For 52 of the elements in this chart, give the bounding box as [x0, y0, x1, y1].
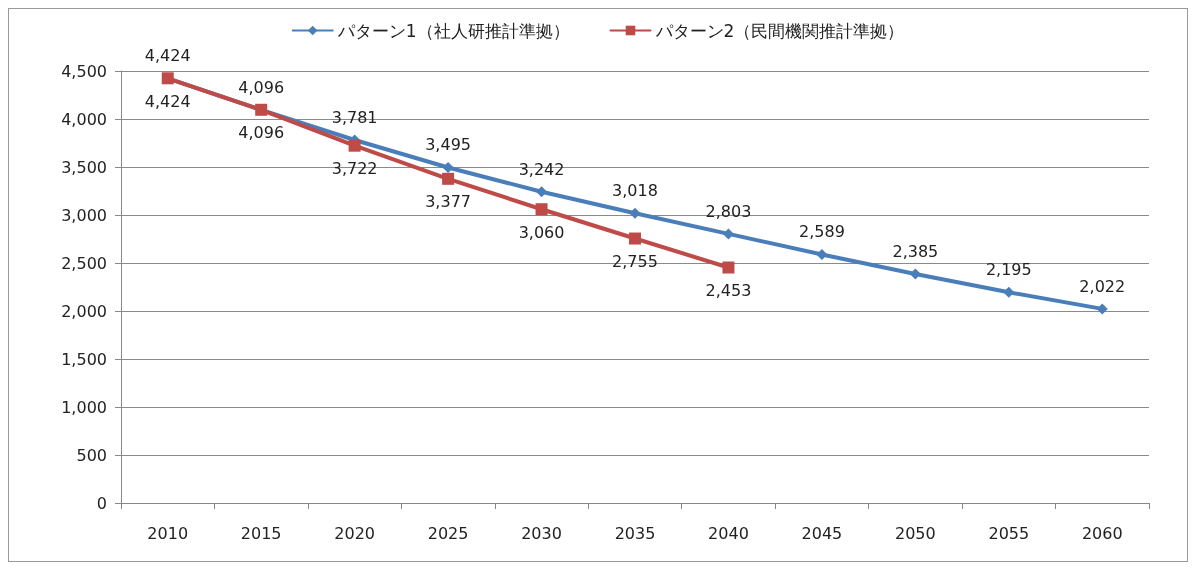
point [1003, 286, 1015, 298]
x-tick-label: 2055 [988, 523, 1030, 543]
data-label: 2,453 [705, 281, 752, 301]
data-label: 4,096 [238, 123, 285, 143]
legend-label: パターン2（民間機関推計準拠） [654, 20, 905, 41]
point [442, 161, 454, 173]
point [536, 186, 548, 198]
y-tick-label: 2,500 [61, 253, 107, 273]
data-label: 2,589 [799, 222, 845, 242]
x-tick-label: 2035 [614, 523, 656, 543]
y-tick-label: 500 [76, 445, 107, 465]
data-label: 2,195 [985, 260, 1032, 280]
x-tick-label: 2060 [1081, 523, 1123, 543]
data-label: 3,722 [331, 159, 378, 179]
data-label: 2,022 [1079, 276, 1126, 296]
x-tick-label: 2045 [801, 523, 843, 543]
point [535, 203, 548, 216]
data-label: 2,385 [892, 242, 939, 262]
y-tick-label: 3,000 [61, 205, 107, 225]
point [629, 232, 641, 245]
y-tick-label: 3,500 [61, 157, 107, 177]
legend-label: パターン1（社人研推計準拠） [336, 20, 570, 41]
data-label: 2,803 [705, 201, 752, 221]
point [722, 228, 734, 240]
y-tick-label: 1,000 [61, 397, 107, 417]
data-label: 4,096 [238, 77, 285, 97]
point [348, 139, 361, 152]
x-tick-label: 2020 [334, 523, 375, 543]
y-tick-label: 4,000 [61, 109, 107, 129]
data-label: 3,781 [331, 108, 378, 128]
y-tick-label: 4,500 [61, 61, 107, 81]
data-label: 3,377 [425, 192, 471, 212]
point [816, 248, 828, 260]
x-tick-label: 2040 [708, 523, 749, 543]
data-label: 3,242 [518, 159, 565, 179]
data-label: 3,018 [612, 181, 658, 201]
y-tick-label: 2,000 [61, 301, 107, 321]
data-label: 4,424 [144, 91, 191, 111]
data-label: 2,755 [612, 252, 658, 272]
x-tick-label: 2010 [147, 523, 189, 543]
x-tick-label: 2050 [895, 523, 936, 543]
point [629, 207, 641, 219]
x-tick-label: 2030 [521, 523, 562, 543]
x-tick-label: 2025 [427, 523, 469, 543]
data-label: 3,495 [425, 135, 471, 155]
y-tick-label: 0 [96, 493, 107, 513]
y-tick-label: 1,500 [61, 349, 107, 369]
point [722, 261, 735, 274]
point [442, 172, 455, 185]
data-label: 4,424 [144, 46, 191, 66]
data-label: 3,060 [518, 222, 565, 242]
x-tick-label: 2015 [240, 523, 282, 543]
